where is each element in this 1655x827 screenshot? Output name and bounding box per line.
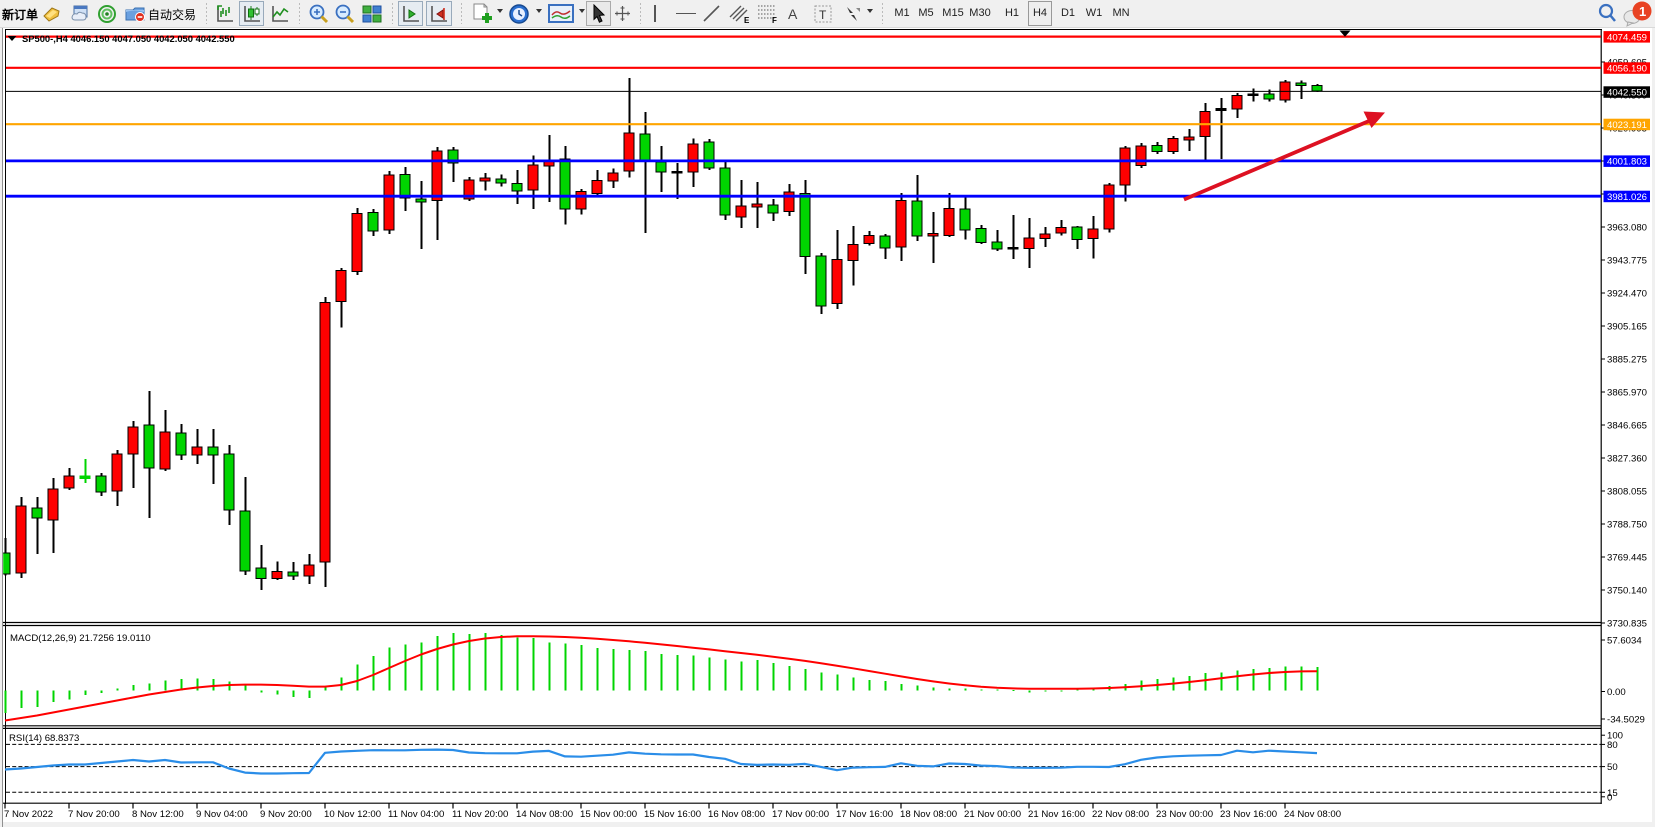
svg-text:4001.803: 4001.803 xyxy=(1607,157,1647,168)
svg-text:50: 50 xyxy=(1607,762,1618,773)
svg-text:3846.665: 3846.665 xyxy=(1607,421,1647,432)
svg-text:-34.5029: -34.5029 xyxy=(1607,715,1645,726)
svg-text:1: 1 xyxy=(1639,4,1646,19)
svg-text:80: 80 xyxy=(1607,740,1618,751)
svg-text:18 Nov 08:00: 18 Nov 08:00 xyxy=(900,809,957,820)
svg-text:7 Nov 2022: 7 Nov 2022 xyxy=(4,809,53,820)
svg-text:3750.140: 3750.140 xyxy=(1607,586,1647,597)
svg-text:9 Nov 20:00: 9 Nov 20:00 xyxy=(260,809,312,820)
svg-text:9 Nov 04:00: 9 Nov 04:00 xyxy=(196,809,248,820)
svg-text:3963.080: 3963.080 xyxy=(1607,223,1647,234)
svg-text:4042.550: 4042.550 xyxy=(1607,88,1647,99)
svg-text:17 Nov 16:00: 17 Nov 16:00 xyxy=(836,809,893,820)
svg-text:11 Nov 20:00: 11 Nov 20:00 xyxy=(452,809,508,820)
svg-text:3788.750: 3788.750 xyxy=(1607,520,1647,531)
svg-text:3981.026: 3981.026 xyxy=(1607,192,1647,203)
svg-text:SP500-,H4 4046.150 4047.050 4: SP500-,H4 4046.150 4047.050 4042.050 404… xyxy=(22,33,235,44)
svg-text:15 Nov 16:00: 15 Nov 16:00 xyxy=(644,809,701,820)
svg-text:23 Nov 16:00: 23 Nov 16:00 xyxy=(1220,809,1277,820)
svg-text:17 Nov 00:00: 17 Nov 00:00 xyxy=(772,809,829,820)
svg-text:57.6034: 57.6034 xyxy=(1607,636,1642,647)
svg-text:7 Nov 20:00: 7 Nov 20:00 xyxy=(68,809,120,820)
svg-text:0.00: 0.00 xyxy=(1607,687,1626,698)
svg-text:4074.459: 4074.459 xyxy=(1607,32,1647,43)
svg-text:4023.191: 4023.191 xyxy=(1607,120,1647,131)
svg-text:100: 100 xyxy=(1607,731,1623,742)
svg-text:11 Nov 04:00: 11 Nov 04:00 xyxy=(388,809,444,820)
svg-text:3808.055: 3808.055 xyxy=(1607,487,1647,498)
svg-text:MACD(12,26,9) 21.7256 19.0110: MACD(12,26,9) 21.7256 19.0110 xyxy=(10,633,151,644)
svg-text:3943.775: 3943.775 xyxy=(1607,256,1647,267)
svg-text:22 Nov 08:00: 22 Nov 08:00 xyxy=(1092,809,1149,820)
svg-text:10 Nov 12:00: 10 Nov 12:00 xyxy=(324,809,381,820)
svg-text:3865.970: 3865.970 xyxy=(1607,388,1647,399)
svg-text:3769.445: 3769.445 xyxy=(1607,553,1647,564)
svg-text:14 Nov 08:00: 14 Nov 08:00 xyxy=(516,809,573,820)
svg-text:E: E xyxy=(744,16,750,24)
svg-text:21 Nov 00:00: 21 Nov 00:00 xyxy=(964,809,1021,820)
svg-text:24 Nov 08:00: 24 Nov 08:00 xyxy=(1284,809,1341,820)
svg-text:8 Nov 12:00: 8 Nov 12:00 xyxy=(132,809,184,820)
svg-text:T: T xyxy=(819,8,827,22)
svg-text:4056.190: 4056.190 xyxy=(1607,64,1647,75)
svg-text:16 Nov 08:00: 16 Nov 08:00 xyxy=(708,809,765,820)
svg-text:21 Nov 16:00: 21 Nov 16:00 xyxy=(1028,809,1085,820)
svg-text:F: F xyxy=(772,16,777,24)
svg-text:0: 0 xyxy=(1607,792,1612,803)
svg-text:3905.165: 3905.165 xyxy=(1607,322,1647,333)
svg-text:3827.360: 3827.360 xyxy=(1607,454,1647,465)
svg-text:15: 15 xyxy=(1607,788,1618,799)
svg-text:3924.470: 3924.470 xyxy=(1607,289,1647,300)
svg-text:15 Nov 00:00: 15 Nov 00:00 xyxy=(580,809,637,820)
svg-text:3730.835: 3730.835 xyxy=(1607,619,1647,630)
svg-text:3885.275: 3885.275 xyxy=(1607,355,1647,366)
svg-text:RSI(14) 68.8373: RSI(14) 68.8373 xyxy=(9,733,79,744)
svg-text:23 Nov 00:00: 23 Nov 00:00 xyxy=(1156,809,1213,820)
